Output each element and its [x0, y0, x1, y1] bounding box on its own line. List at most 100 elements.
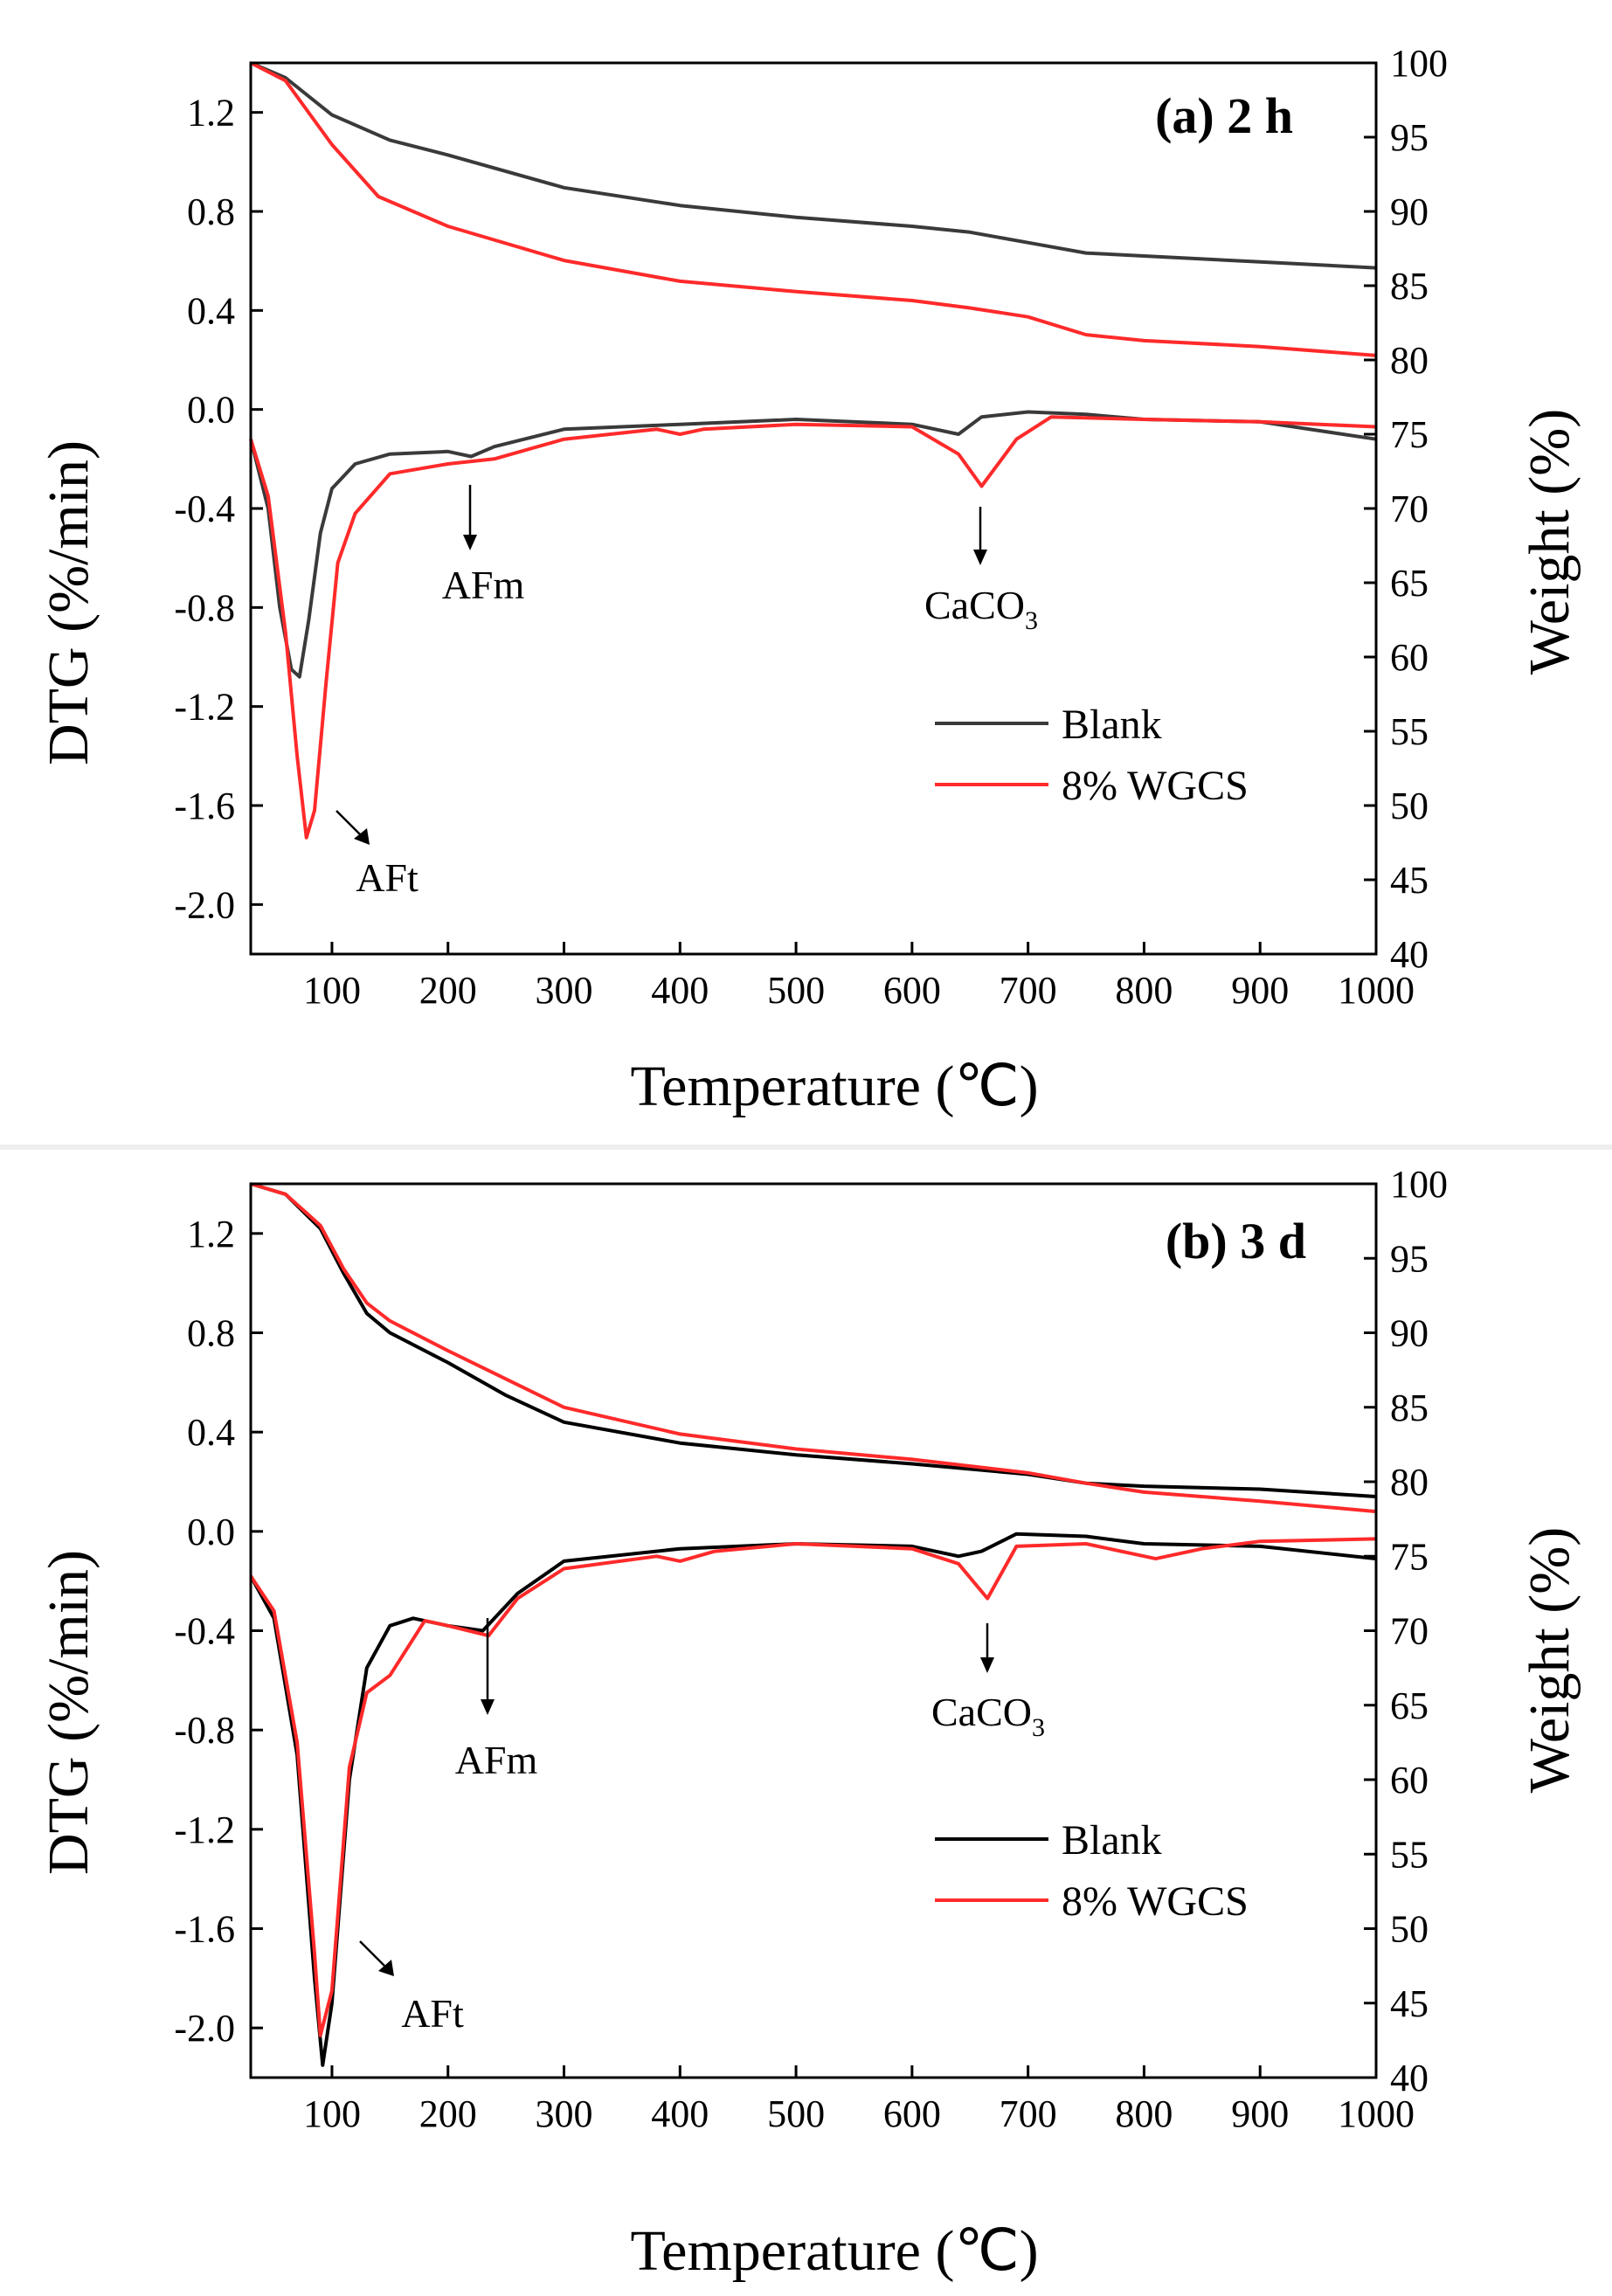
- panel-separator: [0, 1145, 1612, 1150]
- caco3-label-b: CaCO3: [931, 1690, 1045, 1742]
- panel-b-axes: 100 200 300 400 500 600 700 800 900 1000 1.2 0.8 0.4…: [174, 1163, 1448, 2135]
- y-right-tick-label: 70: [1390, 1610, 1429, 1653]
- aft-arrowhead-b: [378, 1960, 394, 1976]
- panel-b-annotations: AFm CaCO3 AFt: [359, 1618, 1045, 2036]
- panel-b-curves: [249, 1182, 1377, 2067]
- x-tick-label: 800: [1115, 2092, 1173, 2135]
- legend-b-wgcs-label: 8% WGCS: [1062, 1878, 1249, 1925]
- y-left-tick-label: -2.0: [174, 883, 235, 926]
- y-right-tick-label: 80: [1390, 339, 1429, 382]
- panel-b-right-axis-title: Weight (%): [1518, 1527, 1581, 1793]
- y-right-tick-label: 55: [1390, 710, 1429, 753]
- y-right-tick-label: 60: [1390, 636, 1429, 679]
- y-right-tick-label: 75: [1390, 1535, 1429, 1578]
- y-right-tick-label: 50: [1390, 785, 1429, 827]
- series-line-0: [250, 61, 1377, 270]
- y-right-tick-label: 75: [1390, 413, 1429, 456]
- x-tick-label: 1000: [1338, 969, 1415, 1012]
- x-tick-label: 200: [419, 969, 477, 1012]
- caco3-arrowhead-a: [973, 550, 987, 565]
- y-left-tick-label: -1.2: [174, 686, 235, 729]
- afm-arrowhead-a: [463, 535, 477, 550]
- y-right-tick-label: 60: [1390, 1759, 1429, 1802]
- series-line-0: [250, 1182, 1377, 1498]
- legend-b-blank-label: Blank: [1062, 1817, 1162, 1864]
- y-right-tick-label: 90: [1390, 190, 1429, 233]
- x-tick-label: 900: [1231, 969, 1289, 1012]
- x-tick-label: 600: [883, 969, 941, 1012]
- caco3-arrowhead-b: [980, 1657, 994, 1673]
- x-tick-label: 700: [1000, 2092, 1057, 2135]
- y-left-tick-label: 0.8: [187, 190, 235, 233]
- y-right-tick-label: 40: [1390, 933, 1429, 976]
- y-left-tick-label: 0.0: [187, 389, 235, 432]
- y-left-tick-label: -2.0: [174, 2007, 235, 2050]
- series-line-2: [249, 1532, 1377, 2067]
- y-right-tick-label: 100: [1390, 1163, 1448, 1206]
- series-line-1: [250, 61, 1377, 357]
- y-left-tick-label: -1.2: [174, 1808, 235, 1851]
- x-tick-label: 400: [651, 2092, 709, 2135]
- x-tick-label: 900: [1231, 2092, 1289, 2135]
- panel-b-label: (b) 3 d: [1166, 1213, 1306, 1269]
- aft-label-b: AFt: [401, 1991, 464, 2036]
- series-line-1: [250, 1182, 1377, 1514]
- panel-a-axes: 100 200 300 400 500 600 700 800 900 1000 1.2 0.8 0.4…: [174, 42, 1448, 1012]
- x-tick-label: 100: [303, 2092, 361, 2135]
- y-right-tick-label: 40: [1390, 2057, 1429, 2099]
- x-tick-label: 500: [767, 2092, 825, 2135]
- x-tick-label: 100: [303, 969, 361, 1012]
- x-tick-label: 500: [767, 969, 825, 1012]
- y-left-tick-label: 0.0: [187, 1511, 235, 1553]
- y-right-tick-label: 95: [1390, 116, 1429, 159]
- y-right-tick-label: 100: [1390, 42, 1448, 85]
- panel-a-curves: [249, 61, 1377, 840]
- aft-label-a: AFt: [356, 855, 419, 900]
- y-right-tick-label: 55: [1390, 1833, 1429, 1876]
- y-left-tick-label: 0.8: [187, 1312, 235, 1355]
- x-tick-label: 800: [1115, 969, 1173, 1012]
- y-right-tick-label: 70: [1390, 488, 1429, 530]
- panel-a-x-axis-title: Temperature (℃): [630, 1055, 1038, 1118]
- afm-label-a: AFm: [442, 563, 525, 607]
- afm-label-b: AFm: [455, 1738, 538, 1782]
- caco3-label-a: CaCO3: [924, 583, 1038, 635]
- afm-arrowhead-b: [481, 1699, 495, 1715]
- aft-arrow-b: [359, 1940, 385, 1967]
- y-right-tick-label: 65: [1390, 562, 1429, 605]
- y-right-tick-label: 50: [1390, 1908, 1429, 1951]
- series-line-3: [249, 415, 1377, 840]
- panel-b-x-axis-title: Temperature (℃): [630, 2219, 1038, 2283]
- y-left-tick-label: 1.2: [187, 92, 235, 135]
- y-left-tick-label: -0.8: [174, 586, 235, 629]
- panel-a-right-axis-title: Weight (%): [1518, 409, 1581, 674]
- panel-a-legend: Blank 8% WGCS: [935, 702, 1249, 809]
- y-right-tick-label: 80: [1390, 1461, 1429, 1504]
- y-left-tick-label: -1.6: [174, 785, 235, 827]
- y-left-tick-label: 1.2: [187, 1213, 235, 1255]
- x-tick-label: 200: [419, 2092, 477, 2135]
- y-left-tick-label: 0.4: [187, 1411, 235, 1454]
- x-tick-label: 600: [883, 2092, 941, 2135]
- panel-a-label: (a) 2 h: [1155, 87, 1293, 144]
- aft-arrow-a: [336, 810, 361, 835]
- x-tick-label: 700: [1000, 969, 1057, 1012]
- panel-a-left-axis-title: DTG (%/min): [37, 440, 100, 765]
- aft-arrowhead-a: [354, 828, 370, 845]
- x-tick-label: 300: [536, 969, 593, 1012]
- y-right-tick-label: 90: [1390, 1312, 1429, 1355]
- y-left-tick-label: -1.6: [174, 1908, 235, 1951]
- y-right-tick-label: 45: [1390, 1982, 1429, 2025]
- y-left-tick-label: -0.4: [174, 1610, 235, 1653]
- x-tick-label: 1000: [1338, 2092, 1415, 2135]
- y-right-tick-label: 65: [1390, 1684, 1429, 1727]
- legend-a-wgcs-label: 8% WGCS: [1062, 763, 1249, 809]
- panel-a-annotations: AFm CaCO3 AFt: [336, 485, 1038, 900]
- y-left-tick-label: -0.4: [174, 488, 235, 530]
- y-left-tick-label: 0.4: [187, 289, 235, 332]
- x-tick-label: 300: [536, 2092, 593, 2135]
- panel-b-left-axis-title: DTG (%/min): [37, 1550, 100, 1875]
- panel-a: 100 200 300 400 500 600 700 800 900 1000 1.2 0.8 0.4…: [0, 0, 1612, 1145]
- y-right-tick-label: 85: [1390, 265, 1429, 308]
